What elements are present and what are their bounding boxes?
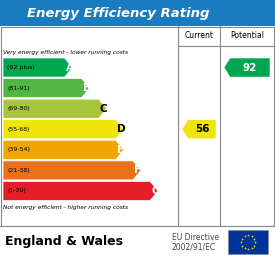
FancyBboxPatch shape <box>0 0 275 26</box>
Polygon shape <box>3 79 90 98</box>
Polygon shape <box>3 140 124 159</box>
Text: Energy Efficiency Rating: Energy Efficiency Rating <box>27 6 210 20</box>
Polygon shape <box>3 181 158 200</box>
Text: (55-68): (55-68) <box>7 127 29 132</box>
Text: D: D <box>117 124 125 134</box>
Text: EU Directive: EU Directive <box>172 233 219 243</box>
Text: Not energy efficient - higher running costs: Not energy efficient - higher running co… <box>3 205 128 210</box>
Text: Potential: Potential <box>230 31 264 41</box>
Polygon shape <box>3 99 107 118</box>
Text: 92: 92 <box>243 62 257 72</box>
Text: B: B <box>83 83 91 93</box>
Text: C: C <box>100 104 107 114</box>
Text: F: F <box>134 165 141 175</box>
Polygon shape <box>182 120 216 139</box>
Text: 2002/91/EC: 2002/91/EC <box>172 243 216 252</box>
Text: E: E <box>117 145 124 155</box>
Text: 56: 56 <box>195 124 209 134</box>
Text: Very energy efficient - lower running costs: Very energy efficient - lower running co… <box>3 50 128 55</box>
FancyBboxPatch shape <box>0 226 275 258</box>
Polygon shape <box>224 58 270 77</box>
Text: (1-20): (1-20) <box>7 188 26 194</box>
Polygon shape <box>3 161 141 180</box>
Polygon shape <box>3 120 124 139</box>
Text: (92 plus): (92 plus) <box>7 65 35 70</box>
Text: England & Wales: England & Wales <box>5 236 123 248</box>
Text: (69-80): (69-80) <box>7 106 30 111</box>
FancyBboxPatch shape <box>0 26 275 226</box>
Text: (21-38): (21-38) <box>7 168 30 173</box>
FancyBboxPatch shape <box>228 230 268 254</box>
Text: Current: Current <box>185 31 213 41</box>
Text: G: G <box>151 186 160 196</box>
Text: (81-91): (81-91) <box>7 86 30 91</box>
Text: A: A <box>65 62 73 72</box>
Polygon shape <box>3 58 73 77</box>
Text: (39-54): (39-54) <box>7 147 30 152</box>
